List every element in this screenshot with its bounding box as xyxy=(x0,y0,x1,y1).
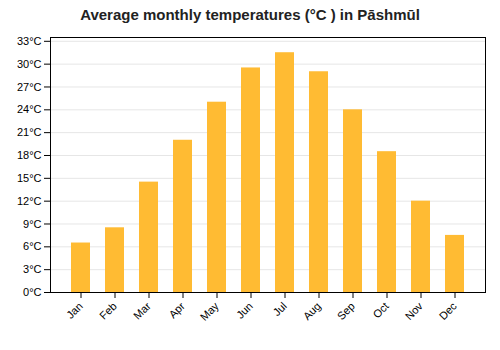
svg-text:0°C: 0°C xyxy=(23,286,42,298)
svg-text:21°C: 21°C xyxy=(17,126,42,138)
svg-text:30°C: 30°C xyxy=(17,58,42,70)
svg-text:Dec: Dec xyxy=(437,299,460,322)
svg-text:Sep: Sep xyxy=(335,300,357,322)
html-text:Average monthly temperatures (: Average monthly temperatures (°C ) in Pā… xyxy=(80,6,420,23)
svg-text:9°C: 9°C xyxy=(23,218,42,230)
svg-text:May: May xyxy=(198,299,222,323)
svg-text:18°C: 18°C xyxy=(17,149,42,161)
svg-text:Jan: Jan xyxy=(64,300,85,321)
svg-text:Oct: Oct xyxy=(370,300,391,321)
svg-text:Nov: Nov xyxy=(403,299,426,322)
svg-text:Jul: Jul xyxy=(270,300,288,318)
svg-text:Jun: Jun xyxy=(234,300,255,321)
svg-text:24°C: 24°C xyxy=(17,103,42,115)
svg-text:Apr: Apr xyxy=(166,300,187,321)
svg-text:6°C: 6°C xyxy=(23,240,42,252)
svg-text:15°C: 15°C xyxy=(17,172,42,184)
svg-text:27°C: 27°C xyxy=(17,80,42,92)
svg-text:Feb: Feb xyxy=(97,300,119,322)
svg-text:33°C: 33°C xyxy=(17,35,42,47)
svg-text:Mar: Mar xyxy=(131,300,153,322)
svg-text:Aug: Aug xyxy=(301,300,323,322)
svg-text:3°C: 3°C xyxy=(23,263,42,275)
svg-text:12°C: 12°C xyxy=(17,195,42,207)
